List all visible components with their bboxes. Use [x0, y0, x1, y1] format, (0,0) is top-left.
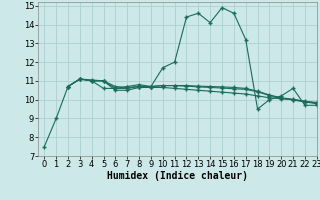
X-axis label: Humidex (Indice chaleur): Humidex (Indice chaleur) [107, 171, 248, 181]
